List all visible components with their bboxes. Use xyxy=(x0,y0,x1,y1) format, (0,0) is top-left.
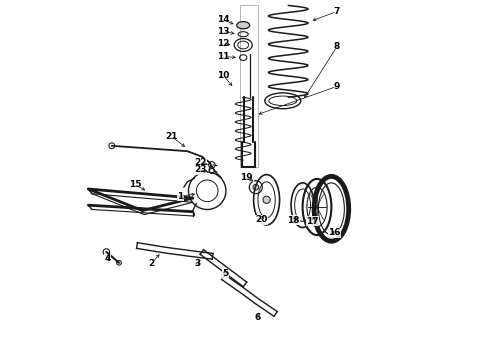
Text: 19: 19 xyxy=(241,173,253,182)
Text: 20: 20 xyxy=(255,215,268,224)
Text: 15: 15 xyxy=(129,180,142,189)
Circle shape xyxy=(253,184,259,190)
Text: 21: 21 xyxy=(165,132,177,140)
Text: 4: 4 xyxy=(104,254,111,263)
Circle shape xyxy=(109,143,115,149)
Text: 22: 22 xyxy=(194,158,206,167)
Text: 17: 17 xyxy=(306,217,319,226)
Text: 13: 13 xyxy=(217,27,230,36)
Text: 12: 12 xyxy=(217,40,230,49)
Text: 6: 6 xyxy=(254,313,261,322)
Text: 9: 9 xyxy=(334,82,340,91)
Text: 1: 1 xyxy=(177,192,183,201)
Text: 5: 5 xyxy=(222,269,228,278)
Text: 2: 2 xyxy=(148,259,154,268)
Text: 16: 16 xyxy=(328,229,341,238)
Circle shape xyxy=(263,196,270,203)
Ellipse shape xyxy=(237,22,250,29)
Bar xyxy=(240,5,258,167)
Text: 11: 11 xyxy=(217,52,230,61)
Text: 3: 3 xyxy=(195,259,200,268)
Text: 14: 14 xyxy=(217,15,230,24)
Text: 8: 8 xyxy=(334,42,340,51)
Text: 7: 7 xyxy=(334,7,340,16)
Text: 23: 23 xyxy=(194,165,206,174)
Text: 10: 10 xyxy=(217,71,230,80)
Text: 18: 18 xyxy=(287,216,300,225)
